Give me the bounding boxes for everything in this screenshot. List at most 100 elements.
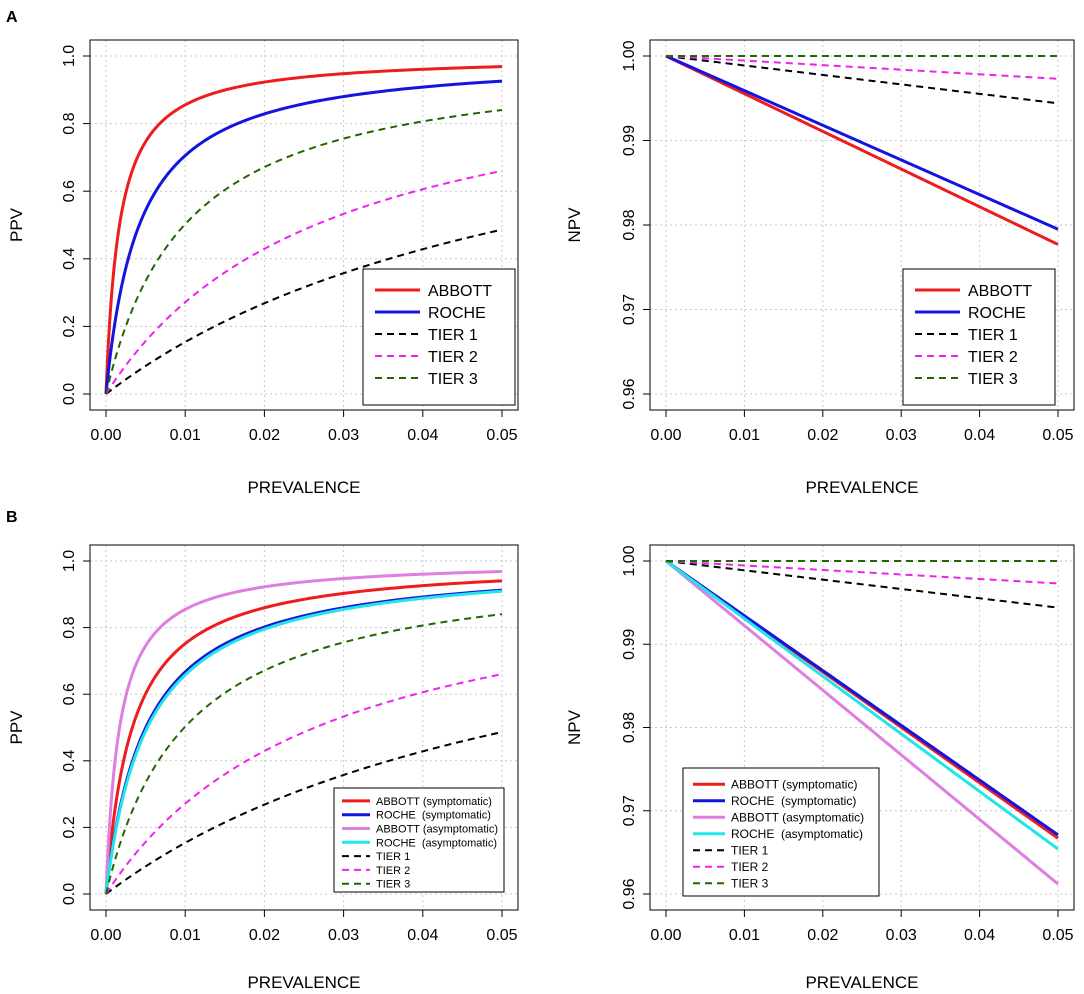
chart1-series-line-3 bbox=[105, 228, 503, 395]
chart1-x-tick-label: 0.01 bbox=[170, 427, 201, 444]
chart2-x-tick-label: 0.01 bbox=[729, 427, 760, 444]
chart2-x-tick-label: 0.05 bbox=[1042, 427, 1073, 444]
chart2-x-tick-label: 0.03 bbox=[886, 427, 917, 444]
chart4-legend-label-2: ROCHE (symptomatic) bbox=[731, 794, 856, 808]
chart2-legend-label-2: ROCHE bbox=[968, 305, 1026, 322]
panel-label-a: A bbox=[6, 9, 18, 26]
chart2-y-tick-label: 0.99 bbox=[621, 125, 638, 156]
chart3-x-tick-label: 0.05 bbox=[486, 927, 517, 944]
chart1-legend-label-3: TIER 1 bbox=[428, 327, 478, 344]
chart4-y-tick-label: 0.97 bbox=[621, 795, 638, 826]
chart4-y-tick-label: 0.99 bbox=[621, 629, 638, 660]
chart1-x-axis-label: PREVALENCE bbox=[247, 478, 360, 497]
panel-label-b: B bbox=[6, 509, 18, 526]
chart2-series-line-3 bbox=[665, 55, 1059, 105]
chart3-x-tick-label: 0.00 bbox=[90, 927, 121, 944]
chart3-series-line-4 bbox=[104, 589, 503, 895]
chart3-frame bbox=[89, 544, 519, 911]
chart3-legend-box bbox=[333, 787, 505, 893]
chart1-y-tick-label: 0.2 bbox=[61, 315, 78, 337]
chart4-series-line-6 bbox=[665, 560, 1059, 585]
chart4-x-axis-label: PREVALENCE bbox=[805, 973, 918, 992]
chart4-legend-label-1: ABBOTT (symptomatic) bbox=[731, 778, 857, 792]
chart3-x-axis-label: PREVALENCE bbox=[247, 973, 360, 992]
chart2-series-line-4 bbox=[665, 55, 1059, 80]
chart4-x-tick-label: 0.00 bbox=[650, 927, 681, 944]
chart1-x-tick-label: 0.00 bbox=[90, 427, 121, 444]
chart3-series-line-5 bbox=[105, 731, 503, 895]
chart2-y-axis-label: NPV bbox=[565, 207, 584, 243]
chart1-frame bbox=[89, 39, 519, 411]
chart3-x-tick-label: 0.03 bbox=[328, 927, 359, 944]
chart2-y-tick-label: 1.00 bbox=[621, 40, 638, 71]
chart3-y-tick-label: 0.2 bbox=[61, 816, 78, 838]
chart3-legend-label-7: TIER 3 bbox=[376, 879, 410, 891]
chart4-series-line-2 bbox=[665, 559, 1059, 837]
chart2-series-line-2 bbox=[665, 54, 1059, 231]
chart2-legend-label-1: ABBOTT bbox=[968, 283, 1032, 300]
chart3-y-tick-label: 0.8 bbox=[61, 616, 78, 638]
chart3-x-tick-label: 0.04 bbox=[407, 927, 438, 944]
chart1-legend-label-1: ABBOTT bbox=[428, 283, 492, 300]
chart3-series-line-3 bbox=[104, 570, 503, 895]
chart4-legend-label-7: TIER 3 bbox=[731, 877, 769, 891]
chart4-legend-label-4: ROCHE (asymptomatic) bbox=[731, 827, 863, 841]
chart1-legend-box bbox=[362, 268, 516, 406]
chart2-legend-label-5: TIER 3 bbox=[968, 371, 1018, 388]
chart1-series-line-1 bbox=[104, 65, 503, 395]
chart3-series-line-7 bbox=[105, 613, 503, 895]
chart1-series-line-2 bbox=[104, 79, 503, 395]
chart3-y-tick-label: 1.0 bbox=[61, 550, 78, 572]
chart1-y-axis-label: PPV bbox=[7, 207, 26, 242]
chart4-x-tick-label: 0.02 bbox=[807, 927, 838, 944]
chart1-y-tick-label: 0.0 bbox=[61, 383, 78, 405]
chart4-x-tick-label: 0.04 bbox=[964, 927, 995, 944]
chart2-x-tick-label: 0.04 bbox=[964, 427, 995, 444]
chart3-y-tick-label: 0.4 bbox=[61, 750, 78, 772]
chart4-legend-box bbox=[682, 767, 880, 897]
chart4-x-tick-label: 0.05 bbox=[1042, 927, 1073, 944]
chart4-y-tick-label: 0.98 bbox=[621, 712, 638, 743]
chart4-legend-label-3: ABBOTT (asymptomatic) bbox=[731, 811, 864, 825]
chart1-x-tick-label: 0.02 bbox=[249, 427, 280, 444]
chart2-x-tick-label: 0.00 bbox=[650, 427, 681, 444]
chart3-series-line-6 bbox=[105, 673, 503, 895]
chart2-legend-box bbox=[902, 268, 1056, 406]
chart4-legend-label-5: TIER 1 bbox=[731, 844, 769, 858]
chart1-y-tick-label: 0.4 bbox=[61, 248, 78, 270]
chart4-y-axis-label: NPV bbox=[565, 709, 584, 745]
chart1-x-tick-label: 0.04 bbox=[407, 427, 438, 444]
chart3-legend-label-4: ROCHE (asymptomatic) bbox=[376, 837, 497, 849]
chart2-legend-label-4: TIER 2 bbox=[968, 349, 1018, 366]
chart2-y-tick-label: 0.98 bbox=[621, 209, 638, 240]
chart3-legend-label-6: TIER 2 bbox=[376, 865, 410, 877]
chart2-x-tick-label: 0.02 bbox=[807, 427, 838, 444]
chart4-series-line-4 bbox=[665, 559, 1059, 851]
chart3-y-tick-label: 0.0 bbox=[61, 883, 78, 905]
chart1-y-tick-label: 0.6 bbox=[61, 180, 78, 202]
chart2-series-line-1 bbox=[665, 54, 1059, 246]
chart3-legend-label-2: ROCHE (symptomatic) bbox=[376, 810, 491, 822]
chart1-series-line-5 bbox=[105, 108, 503, 395]
chart1-y-tick-label: 0.8 bbox=[61, 112, 78, 134]
chart1-legend-label-5: TIER 3 bbox=[428, 371, 478, 388]
chart2-x-axis-label: PREVALENCE bbox=[805, 478, 918, 497]
chart3-x-tick-label: 0.01 bbox=[170, 927, 201, 944]
chart2-legend-label-3: TIER 1 bbox=[968, 327, 1018, 344]
chart2-y-tick-label: 0.97 bbox=[621, 294, 638, 325]
chart4-series-line-5 bbox=[665, 560, 1059, 609]
chart1-legend-label-2: ROCHE bbox=[428, 305, 486, 322]
chart3-y-tick-label: 0.6 bbox=[61, 683, 78, 705]
chart2-y-tick-label: 0.96 bbox=[621, 378, 638, 409]
chart1-series-line-4 bbox=[105, 169, 503, 395]
chart1-legend-label-4: TIER 2 bbox=[428, 349, 478, 366]
chart3-series-line-1 bbox=[104, 579, 503, 895]
chart3-y-axis-label: PPV bbox=[7, 710, 26, 745]
chart4-series-line-3 bbox=[665, 559, 1059, 886]
chart3-x-tick-label: 0.02 bbox=[249, 927, 280, 944]
chart1-x-tick-label: 0.03 bbox=[328, 427, 359, 444]
chart3-legend-label-5: TIER 1 bbox=[376, 851, 410, 863]
chart4-y-tick-label: 0.96 bbox=[621, 878, 638, 909]
